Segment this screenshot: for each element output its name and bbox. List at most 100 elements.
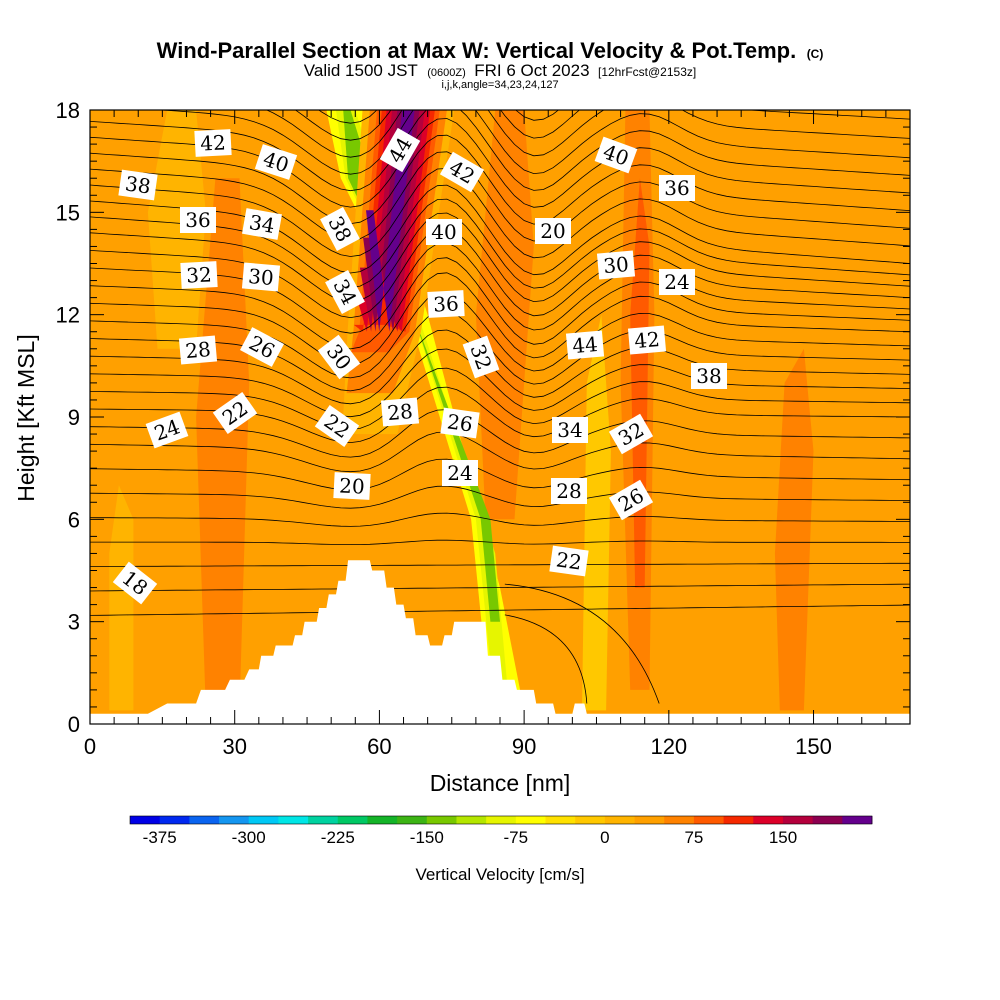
theta-contour-label: 24	[442, 460, 478, 486]
contour-label-text: 36	[433, 291, 460, 316]
theta-contour-label: 34	[242, 208, 282, 240]
y-tick-label: 15	[56, 200, 80, 225]
contour-label-text: 36	[185, 208, 210, 232]
theta-contour-label: 40	[426, 219, 462, 245]
colorbar-tick-label: -75	[504, 828, 529, 847]
contour-label-box	[314, 405, 360, 447]
theta-contour-line	[90, 151, 910, 242]
colorbar-swatch	[248, 816, 279, 824]
indices-subtitle: i,j,k,angle=34,23,24,127	[441, 79, 558, 91]
theta-contour-label: 26	[440, 407, 480, 439]
contour-label-text: 44	[571, 332, 598, 358]
colorbar-tick-label: 150	[769, 828, 797, 847]
theta-contour-line	[294, 110, 910, 141]
contour-label-box	[440, 407, 480, 439]
theta-contour-label: 28	[178, 335, 218, 365]
theta-contour-line	[90, 198, 910, 289]
theta-contour-label: 42	[194, 129, 232, 157]
colorbar-frame	[129, 815, 873, 825]
theta-contour-line	[90, 539, 910, 545]
vertical-velocity-fills	[109, 110, 814, 711]
contour-label-text: 42	[200, 130, 227, 155]
theta-contour-label: 36	[427, 290, 465, 318]
contour-label-box	[320, 207, 360, 251]
ww-band-right-light	[582, 314, 611, 711]
colorbar-swatch	[367, 816, 398, 824]
theta-contour-line	[90, 431, 910, 473]
theta-contour-label: 22	[549, 545, 589, 577]
colorbar-swatch	[278, 816, 309, 824]
theta-contour-label: 40	[594, 136, 638, 174]
theta-contour-line	[90, 134, 910, 225]
contour-label-text: 24	[664, 270, 689, 294]
theta-contour-line	[90, 227, 910, 319]
theta-contour-label: 34	[552, 417, 588, 443]
contour-label-box	[549, 545, 589, 577]
contour-label-box	[240, 327, 284, 367]
x-tick-label: 120	[650, 734, 687, 759]
contour-label-box	[608, 413, 654, 455]
y-tick-label: 18	[56, 98, 80, 123]
colorbar-swatch	[812, 816, 843, 824]
y-tick-label: 0	[68, 712, 80, 737]
contour-label-text: 20	[339, 473, 366, 498]
colorbar-swatch	[664, 816, 695, 824]
contour-label-box	[333, 472, 371, 500]
theta-contour-line	[504, 614, 588, 704]
colorbar-swatch	[456, 816, 487, 824]
theta-contour-label: 30	[596, 250, 636, 280]
colorbar-swatch	[782, 816, 814, 824]
contour-label-box	[112, 561, 158, 605]
contour-label-text: 22	[555, 547, 584, 574]
y-tick-label: 12	[56, 303, 80, 328]
colorbar-tick-label: 0	[600, 828, 609, 847]
contour-label-box	[379, 127, 421, 173]
theta-contour-line	[90, 257, 910, 350]
contour-label-box	[317, 334, 361, 380]
theta-contour-line	[154, 110, 910, 175]
contour-label-text: 32	[186, 262, 213, 287]
contour-label-text: 34	[557, 418, 582, 442]
colorbar-swatch	[604, 816, 635, 824]
x-axis-title: Distance [nm]	[430, 770, 571, 796]
contour-label-text: 38	[124, 171, 153, 198]
contour-label-box	[442, 460, 478, 486]
colorbar-swatch	[545, 816, 576, 824]
theta-contour-label: 28	[380, 397, 420, 427]
ww-band-far-right	[774, 348, 814, 711]
contour-label-text: 26	[446, 409, 475, 436]
contour-label-box	[178, 335, 218, 365]
theta-contour-line	[90, 184, 910, 276]
colorbar-swatch	[723, 816, 754, 824]
contour-label-text: 42	[633, 327, 660, 353]
theta-contour-line	[90, 562, 910, 567]
colorbar-swatch	[634, 816, 665, 824]
contour-label-text: 34	[247, 210, 276, 238]
contour-label-box	[552, 417, 588, 443]
theta-contour-line	[90, 272, 910, 365]
contour-label-text: 20	[540, 219, 565, 243]
theta-contour-label: 36	[659, 175, 695, 201]
colorbar-swatch	[753, 816, 784, 824]
contour-label-box	[427, 290, 465, 318]
theta-contour-line	[90, 367, 910, 431]
y-tick-label: 6	[68, 507, 80, 532]
theta-contour-line	[90, 212, 910, 303]
theta-contour-label: 20	[333, 472, 371, 500]
colorbar	[129, 815, 873, 825]
colorbar-tick-label: -225	[321, 828, 355, 847]
colorbar-swatch	[575, 816, 606, 824]
contour-label-box	[242, 208, 282, 240]
theta-contour-label: 44	[565, 330, 605, 360]
contour-label-box	[535, 218, 571, 244]
theta-contour-label: 42	[627, 325, 667, 355]
ww-band-left-light	[109, 485, 134, 711]
theta-contour-line	[90, 583, 910, 592]
theta-contour-line	[90, 512, 910, 527]
theta-contour-label: 40	[254, 144, 298, 180]
y-tick-label: 9	[68, 405, 80, 430]
colorbar-tick-label: -150	[410, 828, 444, 847]
contour-label-box	[180, 261, 218, 289]
contour-label-box	[439, 151, 485, 193]
